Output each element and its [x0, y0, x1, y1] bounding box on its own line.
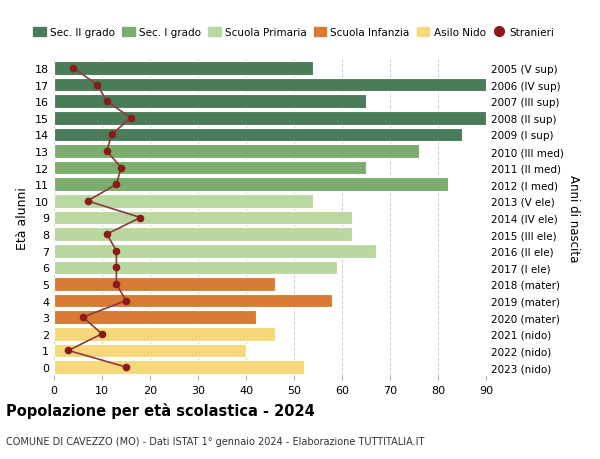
Y-axis label: Anni di nascita: Anni di nascita	[568, 174, 580, 262]
Y-axis label: Età alunni: Età alunni	[16, 187, 29, 249]
Bar	[54, 211, 352, 225]
Bar	[54, 327, 275, 341]
Bar	[54, 261, 337, 274]
Bar	[54, 360, 304, 374]
Bar	[54, 178, 448, 192]
Legend: Sec. II grado, Sec. I grado, Scuola Primaria, Scuola Infanzia, Asilo Nido, Stran: Sec. II grado, Sec. I grado, Scuola Prim…	[29, 24, 559, 42]
Bar	[54, 344, 246, 358]
Bar	[54, 112, 486, 125]
Bar	[54, 278, 275, 291]
Text: Popolazione per età scolastica - 2024: Popolazione per età scolastica - 2024	[6, 403, 315, 419]
Bar	[54, 62, 313, 76]
Bar	[54, 311, 256, 325]
Bar	[54, 145, 419, 158]
Bar	[54, 244, 376, 258]
Bar	[54, 228, 352, 241]
Bar	[54, 195, 313, 208]
Bar	[54, 129, 462, 142]
Bar	[54, 95, 366, 109]
Bar	[54, 78, 486, 92]
Bar	[54, 162, 366, 175]
Bar	[54, 294, 332, 308]
Text: COMUNE DI CAVEZZO (MO) - Dati ISTAT 1° gennaio 2024 - Elaborazione TUTTITALIA.IT: COMUNE DI CAVEZZO (MO) - Dati ISTAT 1° g…	[6, 437, 424, 446]
